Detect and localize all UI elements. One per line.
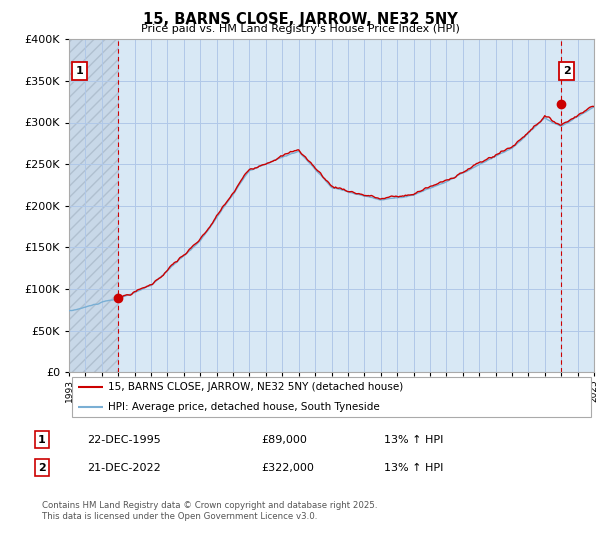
Text: 13% ↑ HPI: 13% ↑ HPI (384, 463, 443, 473)
Text: £322,000: £322,000 (261, 463, 314, 473)
Text: 13% ↑ HPI: 13% ↑ HPI (384, 435, 443, 445)
Text: 1: 1 (76, 66, 83, 76)
Text: 1: 1 (38, 435, 46, 445)
Text: 21-DEC-2022: 21-DEC-2022 (87, 463, 161, 473)
Text: £89,000: £89,000 (261, 435, 307, 445)
Text: Contains HM Land Registry data © Crown copyright and database right 2025.
This d: Contains HM Land Registry data © Crown c… (42, 501, 377, 521)
Text: Price paid vs. HM Land Registry's House Price Index (HPI): Price paid vs. HM Land Registry's House … (140, 24, 460, 34)
Text: 15, BARNS CLOSE, JARROW, NE32 5NY (detached house): 15, BARNS CLOSE, JARROW, NE32 5NY (detac… (109, 382, 404, 392)
Text: HPI: Average price, detached house, South Tyneside: HPI: Average price, detached house, Sout… (109, 402, 380, 412)
Text: 2: 2 (38, 463, 46, 473)
Text: 2: 2 (563, 66, 571, 76)
Text: 22-DEC-1995: 22-DEC-1995 (87, 435, 161, 445)
FancyBboxPatch shape (71, 377, 592, 417)
Bar (69, 39, 118, 372)
Text: 15, BARNS CLOSE, JARROW, NE32 5NY: 15, BARNS CLOSE, JARROW, NE32 5NY (143, 12, 457, 27)
